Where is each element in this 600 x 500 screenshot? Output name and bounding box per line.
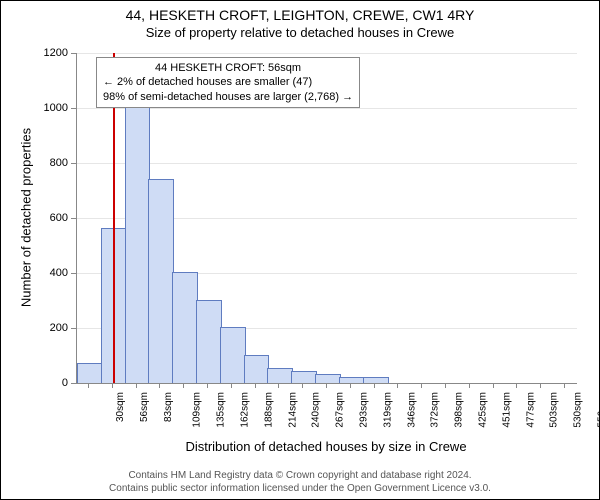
gridline (77, 53, 577, 54)
xtick-label: 293sqm (359, 392, 370, 428)
xtick-mark (88, 383, 89, 388)
bar (172, 272, 198, 383)
gridline (77, 163, 577, 164)
xtick-mark (326, 383, 327, 388)
xtick-label: 56sqm (139, 392, 150, 422)
bar (148, 179, 174, 384)
ytick-label: 1200 (36, 47, 68, 59)
xtick-label: 451sqm (501, 392, 512, 428)
xtick-label: 162sqm (240, 392, 251, 428)
xtick-mark (278, 383, 279, 388)
xtick-mark (231, 383, 232, 388)
xtick-mark (493, 383, 494, 388)
xtick-mark (469, 383, 470, 388)
xtick-mark (421, 383, 422, 388)
xtick-mark (183, 383, 184, 388)
ytick-label: 400 (36, 267, 68, 279)
xtick-mark (207, 383, 208, 388)
ytick-mark (71, 218, 76, 219)
bar (315, 374, 341, 383)
xtick-label: 30sqm (115, 392, 126, 422)
page-subtitle: Size of property relative to detached ho… (1, 25, 599, 40)
xtick-label: 346sqm (406, 392, 417, 428)
xtick-label: 503sqm (549, 392, 560, 428)
ytick-label: 600 (36, 212, 68, 224)
y-axis-label: Number of detached properties (19, 118, 34, 318)
xtick-label: 398sqm (454, 392, 465, 428)
x-axis-label: Distribution of detached houses by size … (76, 439, 576, 454)
gridline (77, 108, 577, 109)
xtick-mark (540, 383, 541, 388)
page-title: 44, HESKETH CROFT, LEIGHTON, CREWE, CW1 … (1, 7, 599, 23)
bar (267, 368, 293, 383)
xtick-mark (112, 383, 113, 388)
xtick-label: 267sqm (335, 392, 346, 428)
xtick-mark (445, 383, 446, 388)
xtick-label: 425sqm (478, 392, 489, 428)
ytick-label: 800 (36, 157, 68, 169)
xtick-label: 214sqm (287, 392, 298, 428)
xtick-mark (302, 383, 303, 388)
bar (77, 363, 103, 383)
ytick-mark (71, 273, 76, 274)
xtick-mark (255, 383, 256, 388)
xtick-label: 477sqm (525, 392, 536, 428)
bar (339, 377, 365, 384)
xtick-label: 240sqm (311, 392, 322, 428)
footer: Contains HM Land Registry data © Crown c… (1, 470, 599, 495)
annotation-box: 44 HESKETH CROFT: 56sqm← 2% of detached … (96, 57, 360, 108)
xtick-mark (374, 383, 375, 388)
bar (125, 102, 151, 384)
xtick-label: 319sqm (382, 392, 393, 428)
bar (291, 371, 317, 383)
annotation-line: 44 HESKETH CROFT: 56sqm (103, 61, 353, 75)
xtick-mark (564, 383, 565, 388)
footer-line1: Contains HM Land Registry data © Crown c… (1, 470, 599, 483)
xtick-label: 109sqm (192, 392, 203, 428)
ytick-label: 0 (36, 377, 68, 389)
ytick-mark (71, 163, 76, 164)
xtick-label: 372sqm (430, 392, 441, 428)
bar (220, 327, 246, 383)
footer-line2: Contains public sector information licen… (1, 483, 599, 496)
xtick-label: 83sqm (163, 392, 174, 422)
xtick-mark (136, 383, 137, 388)
bar (244, 355, 270, 384)
annotation-line: ← 2% of detached houses are smaller (47) (103, 75, 353, 89)
ytick-mark (71, 53, 76, 54)
xtick-label: 530sqm (573, 392, 584, 428)
ytick-label: 1000 (36, 102, 68, 114)
ytick-mark (71, 328, 76, 329)
xtick-mark (159, 383, 160, 388)
ytick-label: 200 (36, 322, 68, 334)
ytick-mark (71, 383, 76, 384)
bar (363, 377, 389, 384)
xtick-label: 188sqm (263, 392, 274, 428)
annotation-line: 98% of semi-detached houses are larger (… (103, 90, 353, 104)
xtick-mark (516, 383, 517, 388)
xtick-label: 135sqm (216, 392, 227, 428)
ytick-mark (71, 108, 76, 109)
xtick-mark (350, 383, 351, 388)
bar (196, 300, 222, 384)
xtick-mark (397, 383, 398, 388)
